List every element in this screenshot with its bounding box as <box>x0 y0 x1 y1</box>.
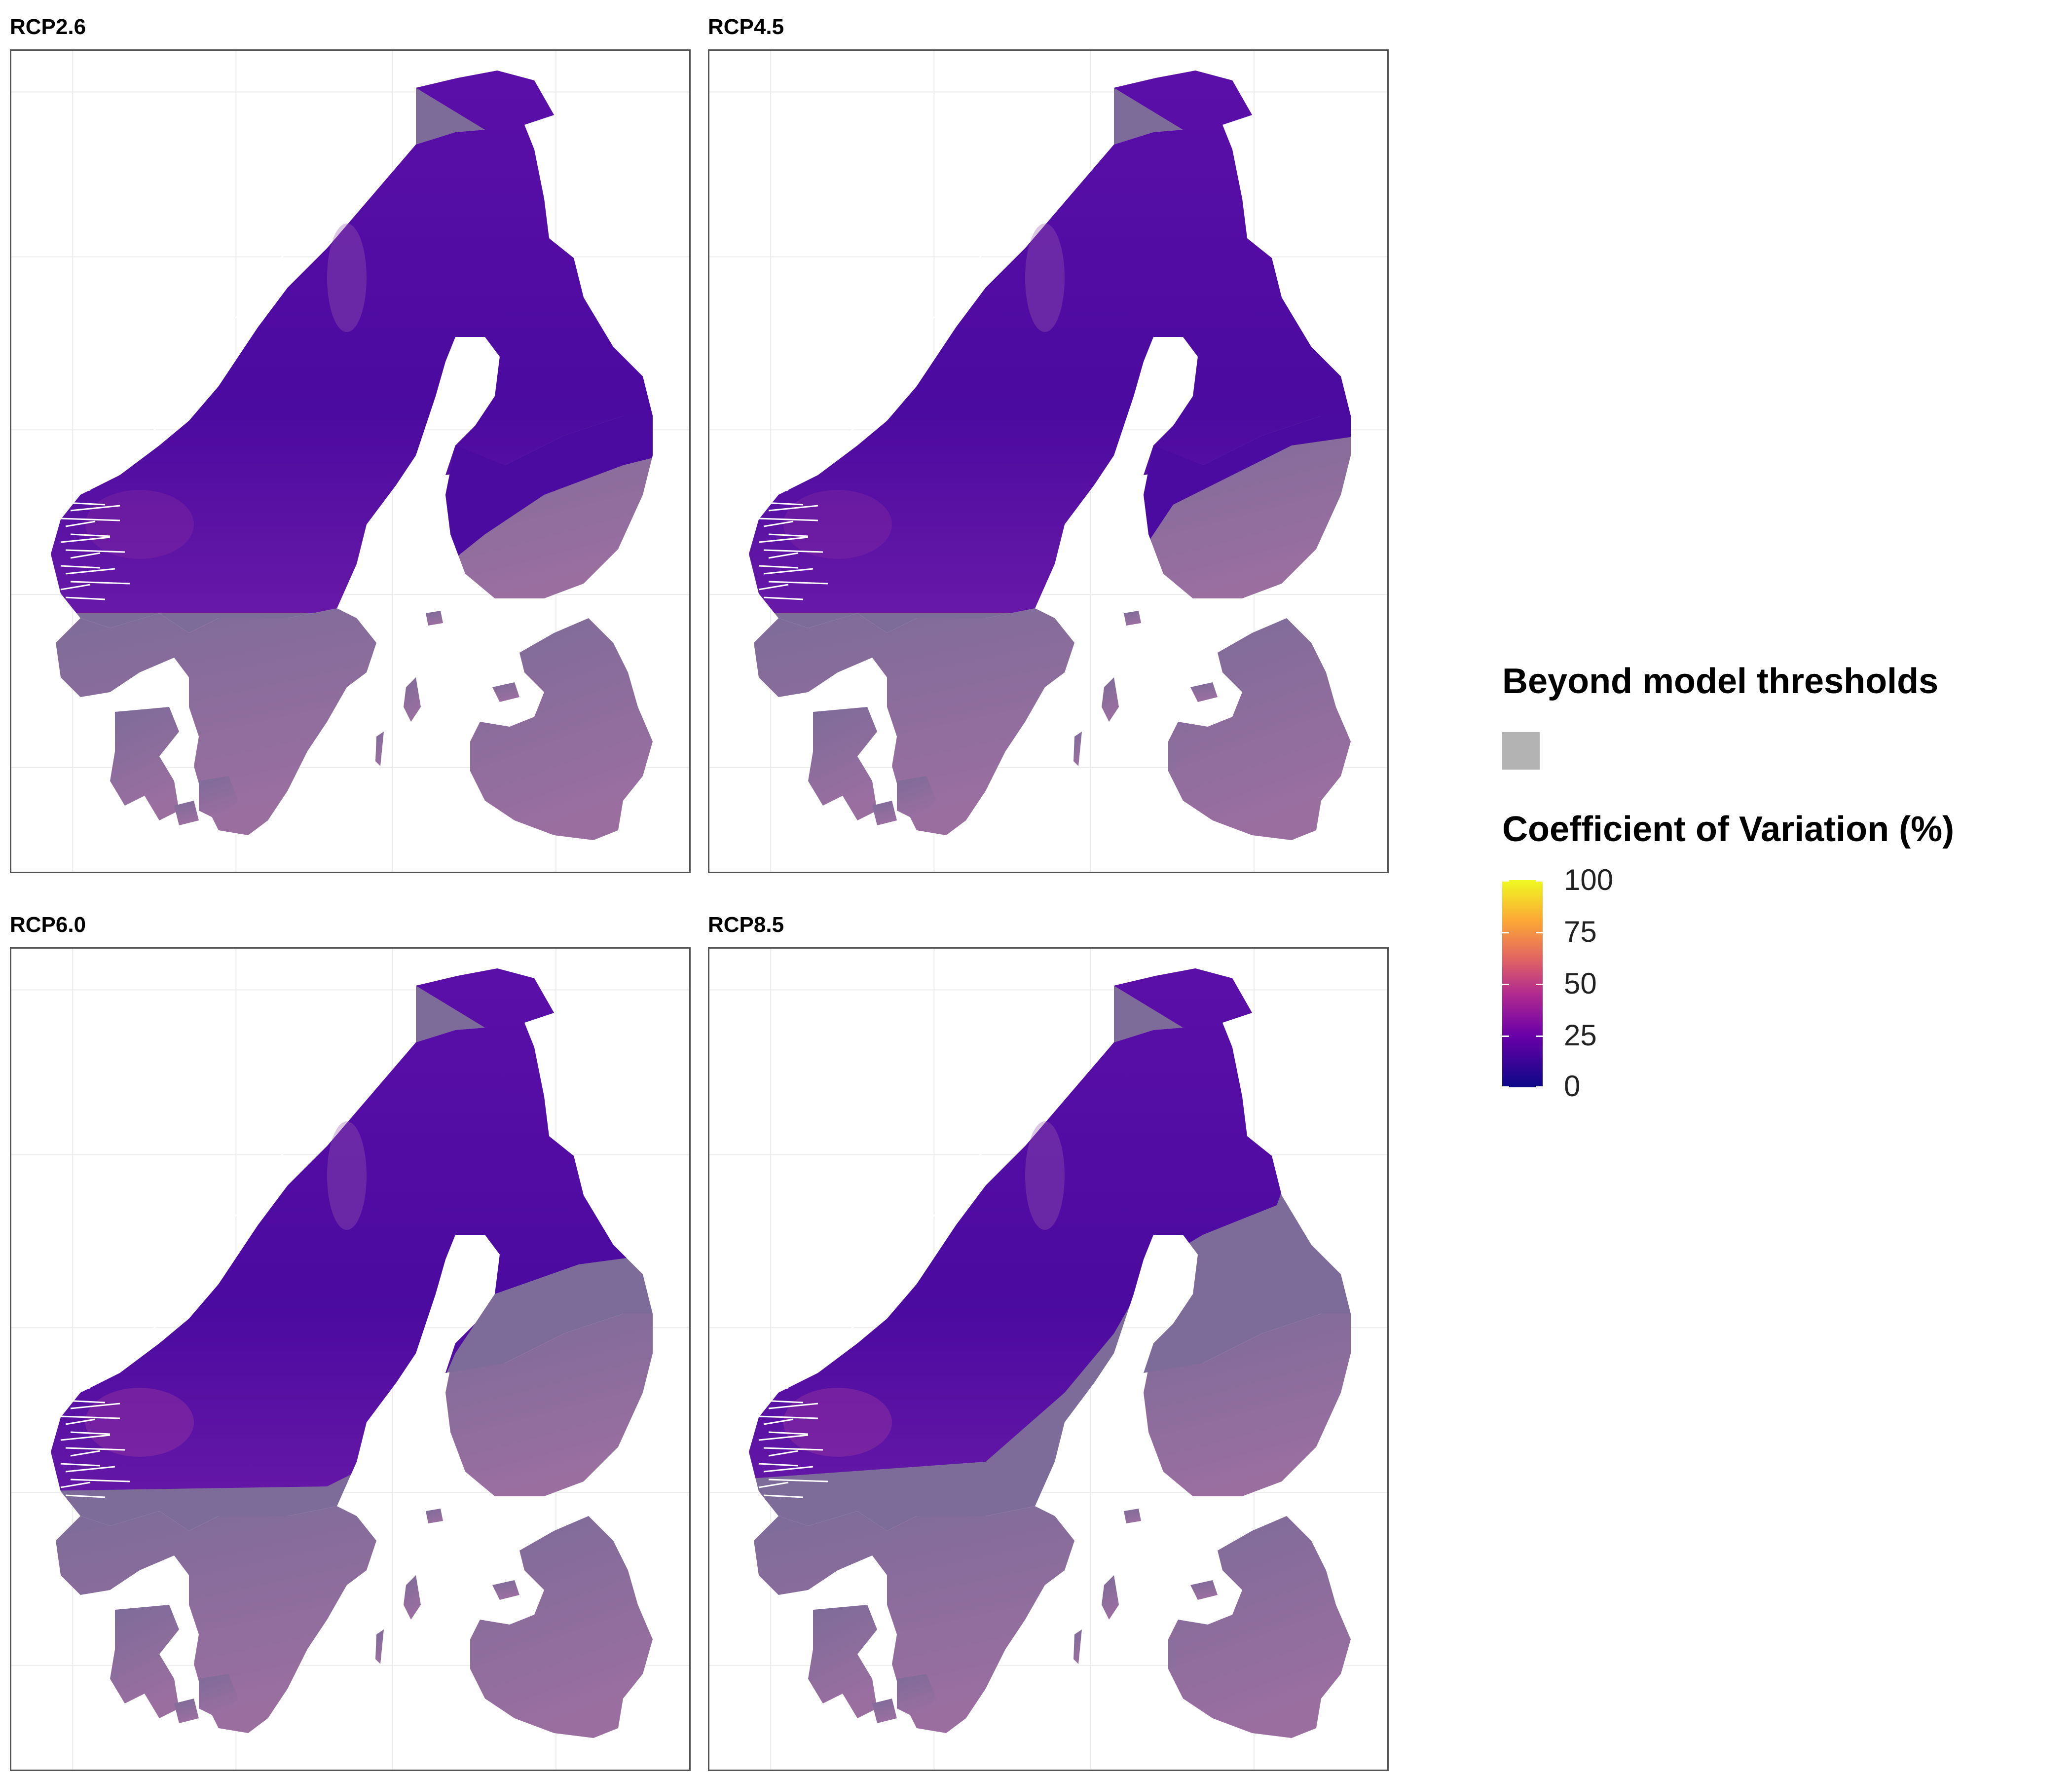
cv-highlands-north <box>327 1121 367 1230</box>
legend-cv-title: Coefficient of Variation (%) <box>1502 810 1955 849</box>
land-zealand <box>897 776 936 820</box>
land-oland <box>1073 1629 1082 1664</box>
map-frame <box>10 947 691 1771</box>
colorbar-tick-label: 100 <box>1564 863 1614 896</box>
land-saaremaa <box>1190 682 1218 702</box>
land-oland <box>375 1629 384 1664</box>
land-baltic <box>1168 1516 1351 1738</box>
cv-north <box>51 968 653 1491</box>
scandinavia-map <box>709 949 1387 1770</box>
land-zealand <box>199 1674 238 1718</box>
land-fyn <box>872 801 897 825</box>
land-denmark <box>808 707 877 820</box>
land-finland <box>1144 416 1351 598</box>
land-gotland <box>1102 1575 1119 1620</box>
land-southSweden <box>754 608 1074 835</box>
land-aland <box>1124 611 1141 626</box>
fjords <box>60 1115 315 1498</box>
panel-title: RCP6.0 <box>10 913 86 937</box>
cv-highlands-north <box>1025 223 1065 332</box>
land-saaremaa <box>492 682 519 702</box>
legend-beyond-swatch <box>1502 732 1540 770</box>
land-fyn <box>174 1699 199 1723</box>
legend: Beyond model thresholds Coefficient of V… <box>1502 661 2045 1101</box>
land-finland <box>445 1314 653 1496</box>
panel-title: RCP2.6 <box>10 15 86 39</box>
cv-highlands <box>85 1388 194 1457</box>
panel-title: RCP4.5 <box>708 15 784 39</box>
cv-highlands <box>85 490 194 559</box>
cv-highlands-north <box>327 223 367 332</box>
land-saaremaa <box>1190 1580 1218 1600</box>
land-southSweden <box>56 1506 376 1733</box>
fjords <box>758 1115 1013 1498</box>
cv-north <box>749 71 1351 613</box>
land-aland <box>1124 1509 1141 1523</box>
land-southSweden <box>56 608 376 835</box>
cv-highlands <box>783 490 892 559</box>
scandinavia-map <box>709 51 1387 872</box>
map-frame <box>10 49 691 873</box>
cv-north <box>51 71 653 613</box>
land-fyn <box>872 1699 897 1723</box>
fjords <box>758 218 1013 600</box>
land-finland <box>1144 1314 1351 1496</box>
cv-north <box>749 968 1326 1481</box>
land-aland <box>426 1509 443 1523</box>
land-zealand <box>199 776 238 820</box>
land-denmark <box>110 1605 179 1718</box>
map-frame <box>708 49 1389 873</box>
panel-title: RCP8.5 <box>708 913 784 937</box>
land-gotland <box>404 1575 421 1620</box>
land-oland <box>375 732 384 766</box>
colorbar-tick-label: 25 <box>1564 1019 1597 1052</box>
land-gotland <box>1102 677 1119 722</box>
land-oland <box>1073 732 1082 766</box>
land-fyn <box>174 801 199 825</box>
colorbar-tick-label: 50 <box>1564 967 1597 1000</box>
colorbar: 100 75 50 25 0 <box>1502 865 2045 1101</box>
fjords <box>60 218 315 600</box>
cv-highlands <box>783 1388 892 1457</box>
land-zealand <box>897 1674 936 1718</box>
land-baltic <box>1168 618 1351 840</box>
land-gotland <box>404 677 421 722</box>
scandinavia-map <box>11 51 689 872</box>
land-denmark <box>110 707 179 820</box>
land-saaremaa <box>492 1580 519 1600</box>
cv-region <box>51 968 653 1491</box>
land-baltic <box>470 618 653 840</box>
scandinavia-map <box>11 949 689 1770</box>
colorbar-tick-label: 75 <box>1564 915 1597 948</box>
map-frame <box>708 947 1389 1771</box>
cv-highlands-north <box>1025 1121 1065 1230</box>
legend-beyond-title: Beyond model thresholds <box>1502 662 1939 701</box>
colorbar-tick-label: 0 <box>1564 1070 1581 1103</box>
land-denmark <box>808 1605 877 1718</box>
land-southSweden <box>754 1506 1074 1733</box>
land-aland <box>426 611 443 626</box>
land-baltic <box>470 1516 653 1738</box>
